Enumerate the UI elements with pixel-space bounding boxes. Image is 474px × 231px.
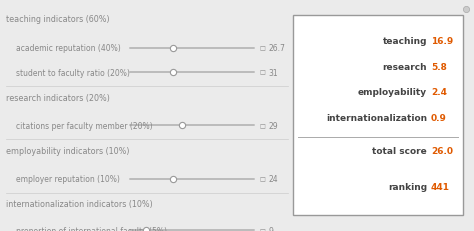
Text: student to faculty ratio (20%): student to faculty ratio (20%) bbox=[16, 68, 130, 77]
Text: □: □ bbox=[259, 123, 265, 128]
Text: ranking: ranking bbox=[388, 183, 427, 191]
Text: teaching: teaching bbox=[383, 37, 427, 46]
Text: citations per faculty member (20%): citations per faculty member (20%) bbox=[16, 122, 153, 130]
Text: employer reputation (10%): employer reputation (10%) bbox=[16, 175, 120, 183]
Text: 26.0: 26.0 bbox=[431, 147, 453, 156]
Text: 29: 29 bbox=[268, 122, 278, 130]
Text: research indicators (20%): research indicators (20%) bbox=[6, 94, 109, 103]
Text: internationalization indicators (10%): internationalization indicators (10%) bbox=[6, 199, 153, 208]
Text: 0.9: 0.9 bbox=[431, 113, 447, 122]
Text: □: □ bbox=[259, 46, 265, 51]
Text: 5.8: 5.8 bbox=[431, 63, 447, 71]
Text: 441: 441 bbox=[431, 183, 450, 191]
Text: teaching indicators (60%): teaching indicators (60%) bbox=[6, 15, 109, 24]
Text: 31: 31 bbox=[268, 68, 278, 77]
Text: 16.9: 16.9 bbox=[431, 37, 453, 46]
Text: proportion of international faculty (5%): proportion of international faculty (5%) bbox=[16, 226, 167, 231]
Text: employability: employability bbox=[358, 88, 427, 97]
FancyBboxPatch shape bbox=[293, 16, 463, 215]
Text: □: □ bbox=[259, 228, 265, 231]
Text: 24: 24 bbox=[268, 175, 278, 183]
Text: internationalization: internationalization bbox=[326, 113, 427, 122]
Text: research: research bbox=[383, 63, 427, 71]
Text: □: □ bbox=[259, 176, 265, 182]
Text: employability indicators (10%): employability indicators (10%) bbox=[6, 147, 129, 156]
Text: 9: 9 bbox=[268, 226, 273, 231]
Text: □: □ bbox=[259, 70, 265, 75]
Text: academic reputation (40%): academic reputation (40%) bbox=[16, 44, 121, 53]
Text: 26.7: 26.7 bbox=[268, 44, 285, 53]
Text: 2.4: 2.4 bbox=[431, 88, 447, 97]
Text: total score: total score bbox=[372, 147, 427, 156]
